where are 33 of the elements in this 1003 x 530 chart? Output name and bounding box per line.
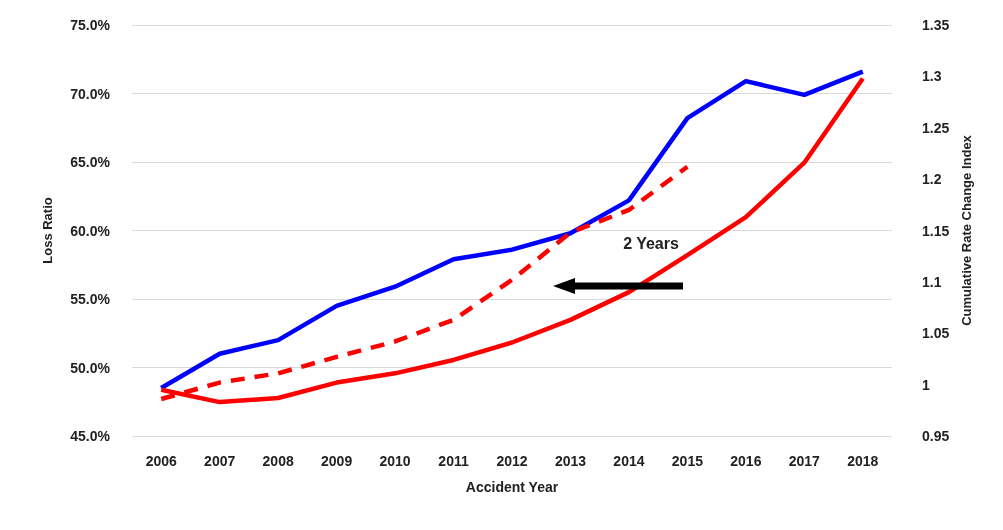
x-tick-label: 2015 — [671, 453, 704, 469]
annotation: 2 Years — [623, 234, 679, 252]
y2-tick-label: 1.1 — [922, 273, 942, 290]
x-tick-label: 2006 — [145, 453, 178, 469]
x-tick-label: 2013 — [554, 453, 587, 469]
x-tick-label: 2009 — [321, 453, 353, 469]
y2-tick-label: 0.95 — [922, 428, 950, 444]
y-axis-title: Loss Ratio — [40, 197, 55, 264]
y2-tick-label: 1.35 — [922, 17, 950, 33]
y2-tick-label: 1.15 — [922, 222, 950, 239]
x-tick-label: 2016 — [730, 453, 762, 469]
y2-tick-label: 1.3 — [922, 68, 942, 85]
x-tick-label: 2007 — [204, 453, 236, 469]
y2-tick-label: 1.05 — [922, 325, 950, 342]
y2-axis-title: Cumulative Rate Change Index — [959, 134, 975, 326]
y2-tick-label: 1 — [922, 376, 930, 393]
y-tick-label: 60.0% — [70, 222, 111, 239]
x-tick-label: 2014 — [613, 453, 645, 469]
x-tick-label: 2008 — [262, 453, 294, 469]
y2-tick-label: 1.25 — [922, 119, 950, 136]
y-tick-label: 70.0% — [70, 85, 111, 102]
x-tick-label: 2018 — [847, 453, 879, 469]
x-tick-label: 2017 — [788, 453, 821, 469]
y2-tick-label: 1.2 — [922, 171, 942, 188]
y-tick-label: 45.0% — [70, 428, 111, 444]
y-tick-label: 65.0% — [70, 154, 111, 170]
x-tick-label: 2012 — [496, 453, 528, 469]
y-tick-label: 75.0% — [70, 17, 111, 33]
x-axis-title: Accident Year — [465, 479, 559, 495]
y-tick-label: 55.0% — [70, 291, 111, 307]
x-tick-label: 2011 — [438, 453, 469, 469]
y-tick-label: 50.0% — [70, 359, 111, 376]
x-tick-label: 2010 — [379, 453, 411, 469]
